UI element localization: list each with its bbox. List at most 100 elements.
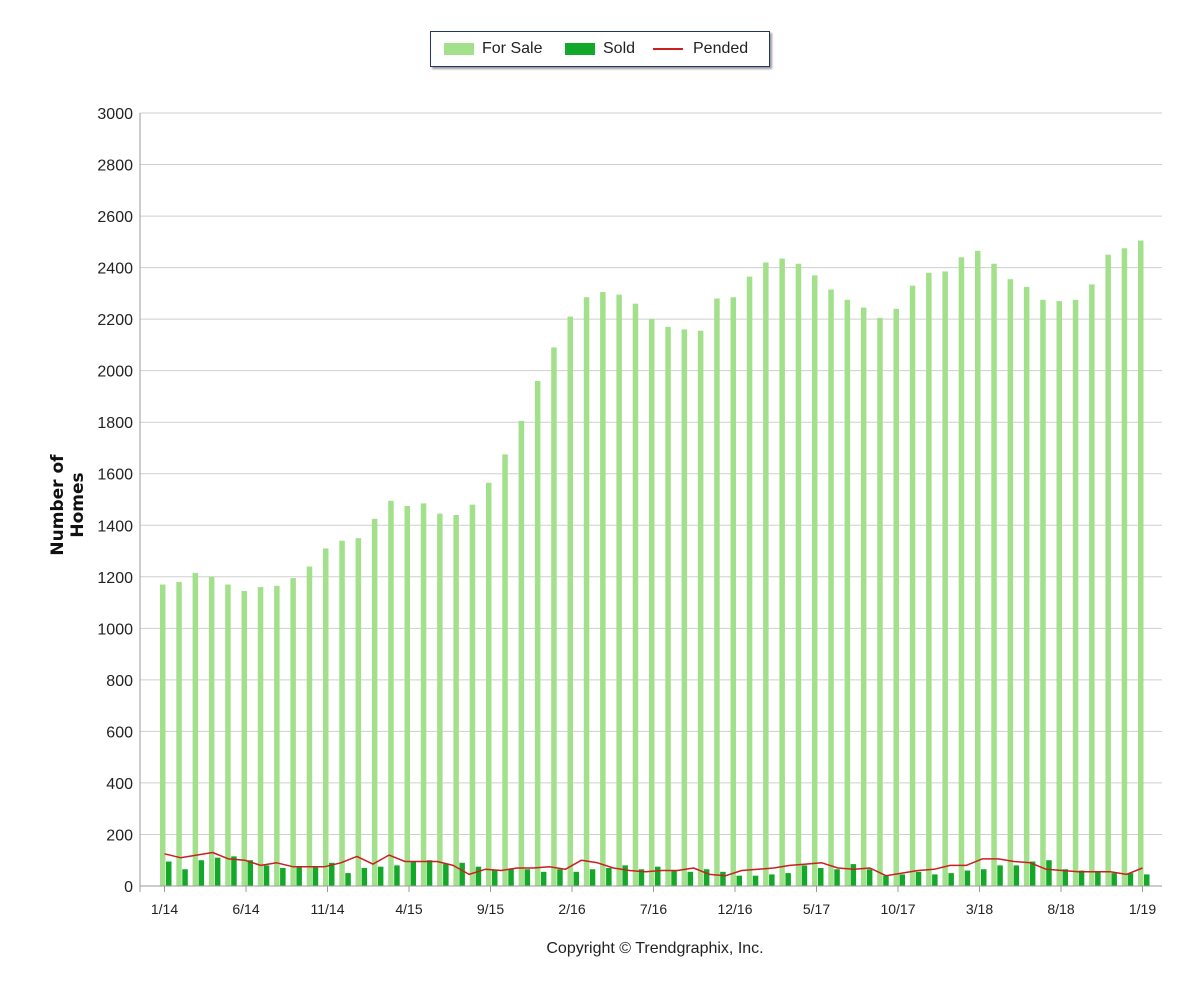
sold-bar [1029,861,1036,886]
for-sale-bar [388,500,394,886]
sold-bar [964,870,971,886]
x-tick-label: 10/17 [880,901,915,917]
legend-item-pended[interactable]: Pended [653,32,748,66]
sold-bar [394,865,400,886]
sold-bar [785,873,791,886]
sold-bar [573,871,579,886]
for-sale-bar [860,307,867,886]
sold-bar [769,874,775,886]
y-tick-label: 400 [106,776,133,793]
y-tick-label: 2400 [97,261,133,278]
sold-bar [1144,874,1150,886]
for-sale-bar [991,263,997,886]
for-sale-bar [828,289,834,886]
for-sale-bar [469,504,476,886]
pended-line [164,851,1143,877]
for-sale-bar [323,548,329,886]
for-sale-bar [812,275,818,887]
sold-bar [638,869,645,886]
legend-label-pended: Pended [693,40,749,57]
for-sale-bars [160,240,1144,887]
sold-bar [231,856,237,886]
for-sale-bar [567,316,573,887]
for-sale-bar [942,271,948,887]
sold-bar [834,869,840,886]
sold-bar [1111,873,1117,886]
sold-bar [671,870,677,886]
chart-legend: For Sale Sold Pended [430,31,770,67]
y-tick-label: 2800 [97,158,133,175]
sold-bar [263,865,270,886]
sold-bar [475,866,482,886]
for-sale-bar [844,299,851,886]
sold-bar [801,865,808,886]
for-sale-bar [241,590,247,886]
for-sale-bar [257,587,264,886]
for-sale-bar [404,505,410,886]
for-sale-bar [893,308,899,886]
for-sale-bar [551,347,557,886]
legend-label-for-sale: For Sale [482,40,543,57]
for-sale-bar [730,297,736,886]
x-tick-label: 2/16 [558,901,585,917]
for-sale-bar [926,272,932,887]
for-sale-bar [795,263,802,886]
legend-item-for-sale[interactable]: For Sale [444,32,542,66]
x-tick-label: 8/18 [1047,901,1074,917]
sold-bar [329,862,335,886]
x-tick-label: 7/16 [640,901,667,917]
for-sale-bar [290,578,296,886]
y-tick-label: 1000 [97,621,133,638]
for-sale-bar [355,538,362,886]
for-sale-bar [1007,279,1014,886]
sold-bar [361,867,368,886]
for-sale-bar [208,576,215,886]
sold-bar [899,874,905,886]
for-sale-bar [600,292,606,886]
sold-bar [850,864,857,886]
y-tick-label: 200 [106,827,133,844]
sold-bar [752,875,759,886]
sold-bar [508,869,514,886]
copyright-text: Copyright © Trendgraphix, Inc. [546,940,764,957]
for-sale-bar [486,482,492,886]
y-tick-label: 2600 [97,209,133,226]
sold-bar [948,873,954,886]
sold-bar [818,867,824,886]
for-sale-bar [958,257,965,886]
for-sale-bar [1072,299,1079,886]
x-tick-label: 12/16 [717,901,752,917]
for-sale-bar [192,572,199,886]
for-sale-bar [975,250,981,886]
sold-bar [198,860,205,886]
sold-bar [981,869,987,886]
for-sale-bar [697,330,704,886]
for-sale-bar [681,329,688,886]
x-tick-label: 4/15 [395,901,422,917]
y-tick-label: 1200 [97,570,133,587]
for-sale-bar [1056,301,1062,886]
y-tick-label: 1600 [97,467,133,484]
pended-line-layer [164,851,1143,877]
for-sale-bar [714,298,720,886]
sold-bar [720,871,726,886]
axis-layer: 0 200 400 600 800 1000 1200 1400 1600 1800 2000 220… [97,106,1162,917]
sold-bar [606,867,612,886]
sold-bar [932,874,938,886]
sold-bars [166,856,1150,886]
for-sale-bar [1040,299,1046,886]
sold-swatch [565,43,595,55]
for-sale-bar [746,276,753,886]
sold-bar [622,865,628,886]
for-sale-bar [420,503,427,886]
sold-bar [540,871,547,886]
sold-bar [915,871,922,886]
legend-item-sold[interactable]: Sold [565,32,635,66]
sold-bar [1046,860,1052,886]
sold-bar [312,866,319,886]
y-tick-label: 600 [106,724,133,741]
sold-bar [655,866,661,886]
sold-bar [1078,870,1085,886]
sold-bar [687,871,694,886]
sold-bar [703,869,710,886]
